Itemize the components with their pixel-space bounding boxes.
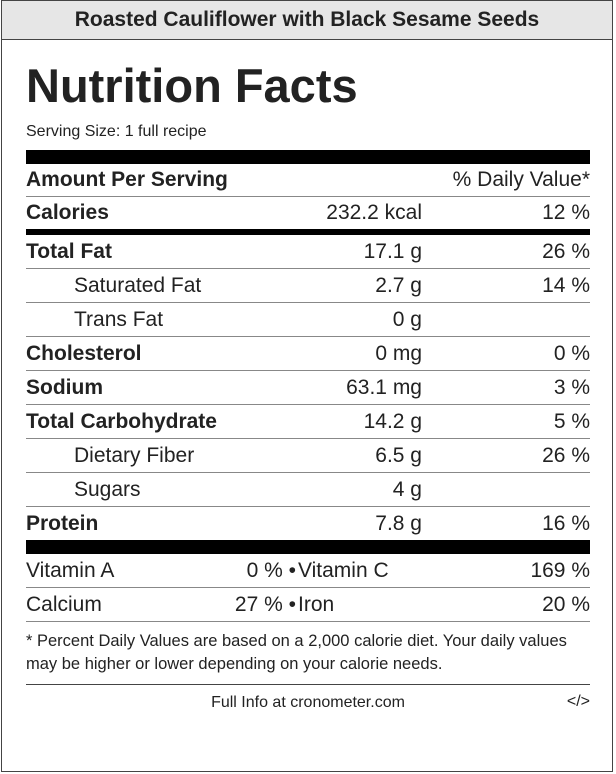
nutrient-row-trans-fat: Trans Fat 0 g [26, 303, 590, 337]
calories-amount: 232.2 kcal [326, 201, 422, 224]
nutrient-amount: 0 g [392, 307, 422, 331]
vitamin-value: 27 % • [234, 592, 296, 616]
bullet-separator: • [288, 592, 296, 616]
nutrition-facts-heading: Nutrition Facts [26, 59, 358, 112]
nutrient-row-cholesterol: Cholesterol 0 mg 0 % [26, 337, 590, 371]
nutrient-dv: 0 % [553, 341, 590, 365]
nutrient-amount: 6.5 g [375, 443, 422, 467]
nutrient-name: Saturated Fat [74, 273, 202, 297]
nutrient-dv: 3 % [553, 375, 590, 399]
nutrient-name: Total Carbohydrate [26, 409, 217, 433]
amount-per-serving-label: Amount Per Serving [26, 168, 228, 191]
nutrient-amount: 2.7 g [375, 273, 422, 297]
nutrient-amount: 14.2 g [363, 409, 422, 433]
cronometer-link[interactable]: Full Info at cronometer.com [211, 694, 405, 711]
serving-size: Serving Size: 1 full recipe [26, 123, 207, 140]
calories-dv: 12 % [542, 201, 590, 224]
daily-value-label: % Daily Value* [452, 168, 590, 191]
column-header-row: Amount Per Serving % Daily Value* [26, 164, 590, 197]
vitamin-row: Calcium 27 % • Iron 20 % [26, 588, 590, 622]
nutrient-amount: 63.1 mg [346, 375, 422, 399]
nutrient-name: Sodium [26, 375, 103, 399]
footer: Full Info at cronometer.com </> [26, 685, 590, 721]
label-body: Nutrition Facts Serving Size: 1 full rec… [2, 60, 612, 721]
thick-divider [26, 150, 590, 164]
nutrient-name: Cholesterol [26, 341, 142, 365]
thick-divider [26, 540, 590, 554]
nutrient-row-dietary-fiber: Dietary Fiber 6.5 g 26 % [26, 439, 590, 473]
nutrient-name: Trans Fat [74, 307, 164, 331]
nutrient-row-total-fat: Total Fat 17.1 g 26 % [26, 235, 590, 269]
nutrient-dv: 26 % [542, 239, 590, 263]
nutrient-amount: 7.8 g [375, 511, 422, 535]
nutrient-dv: 5 % [553, 409, 590, 433]
nutrient-dv: 14 % [542, 273, 590, 297]
nutrient-amount: 17.1 g [363, 239, 422, 263]
bullet-separator: • [288, 558, 296, 582]
embed-code-icon[interactable]: </> [566, 693, 590, 710]
vitamin-name: Vitamin A [26, 558, 115, 582]
vitamin-name: Iron [298, 592, 335, 616]
nutrient-dv: 16 % [542, 511, 590, 535]
daily-value-footnote: * Percent Daily Values are based on a 2,… [26, 622, 590, 685]
nutrient-amount: 4 g [392, 477, 422, 501]
nutrient-dv: 26 % [542, 443, 590, 467]
vitamin-row: Vitamin A 0 % • Vitamin C 169 % [26, 554, 590, 588]
nutrient-name: Dietary Fiber [74, 443, 195, 467]
vitamin-value: 169 % [530, 558, 590, 582]
vitamin-value: 0 % • [246, 558, 296, 582]
nutrient-row-saturated-fat: Saturated Fat 2.7 g 14 % [26, 269, 590, 303]
vitamin-value: 20 % [542, 592, 590, 616]
calories-label: Calories [26, 201, 109, 224]
nutrient-row-sugars: Sugars 4 g [26, 473, 590, 507]
nutrient-row-protein: Protein 7.8 g 16 % [26, 507, 590, 540]
recipe-title: Roasted Cauliflower with Black Sesame Se… [2, 1, 612, 40]
nutrient-row-total-carbohydrate: Total Carbohydrate 14.2 g 5 % [26, 405, 590, 439]
vitamin-name: Calcium [26, 592, 102, 616]
nutrient-name: Sugars [74, 477, 141, 501]
vitamin-name: Vitamin C [298, 558, 389, 582]
nutrient-amount: 0 mg [375, 341, 422, 365]
nutrient-row-sodium: Sodium 63.1 mg 3 % [26, 371, 590, 405]
nutrient-name: Protein [26, 511, 99, 535]
nutrient-name: Total Fat [26, 239, 112, 263]
calories-row: Calories 232.2 kcal 12 % [26, 197, 590, 235]
